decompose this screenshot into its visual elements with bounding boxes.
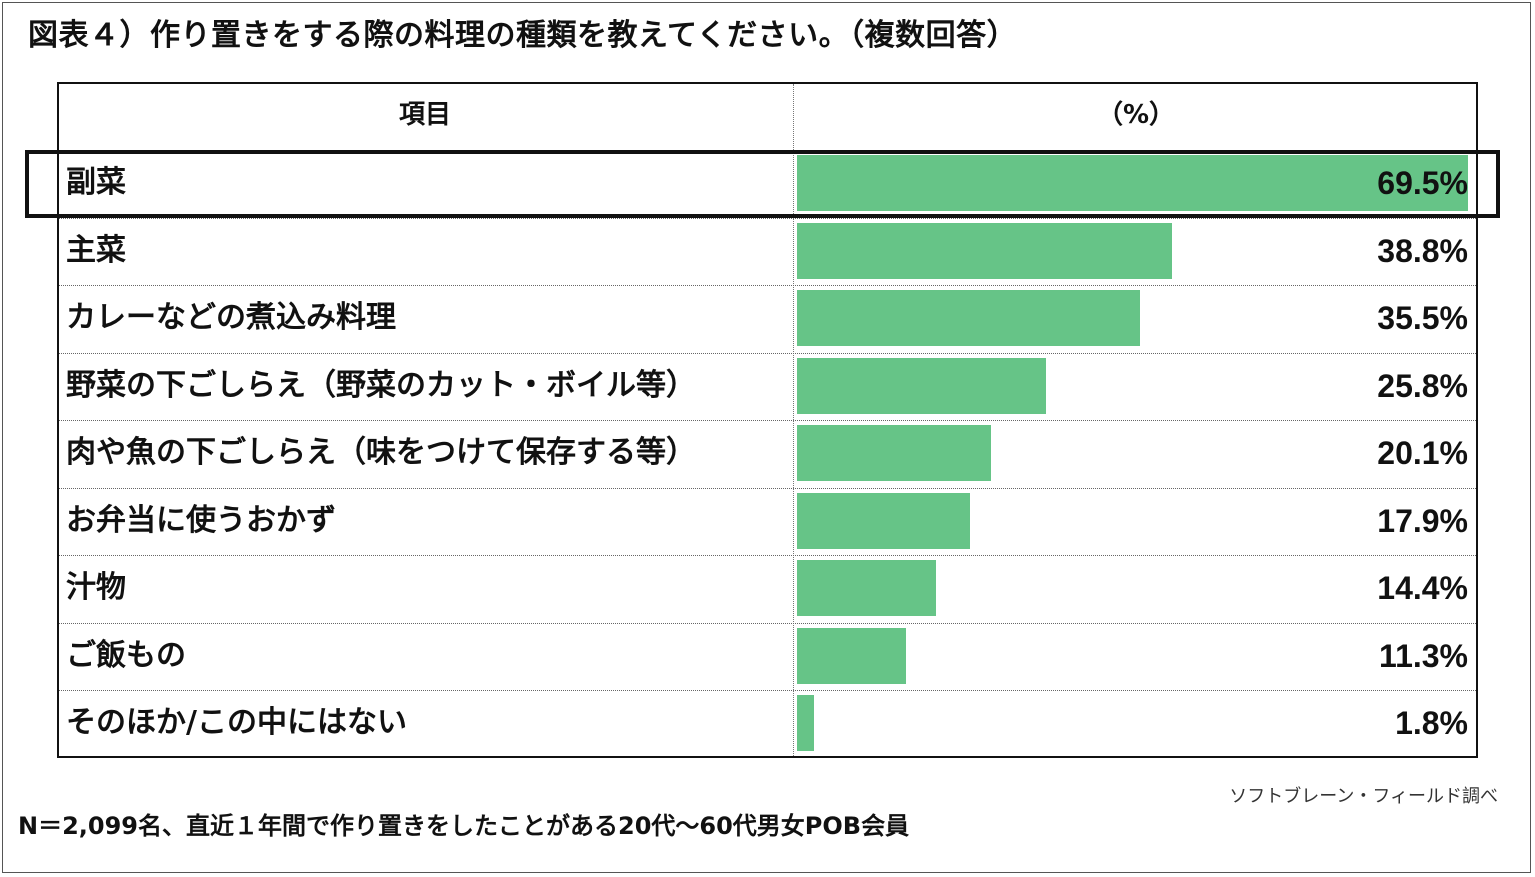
- value-label: 38.8%: [1377, 232, 1468, 269]
- category-label: そのほか/この中にはない: [66, 705, 407, 740]
- row-divider: [59, 352, 1476, 354]
- value-label: 14.4%: [1377, 570, 1468, 606]
- value-label: 17.9%: [1377, 502, 1468, 539]
- row-divider: [59, 217, 1476, 219]
- row-divider: [59, 487, 1476, 489]
- value-label: 20.1%: [1377, 435, 1468, 471]
- bar: [797, 695, 815, 751]
- chart-table: [57, 82, 1478, 758]
- value-label: 35.5%: [1377, 300, 1468, 336]
- bar: [797, 492, 970, 549]
- category-label: カレーなどの煮込み料理: [66, 300, 396, 335]
- category-label: お弁当に使うおかず: [66, 502, 336, 538]
- bar: [797, 425, 992, 481]
- row-divider: [59, 285, 1476, 286]
- bar: [797, 290, 1140, 346]
- row-divider: [59, 420, 1476, 421]
- category-label: 肉や魚の下ごしらえ（味をつけて保存する等）: [66, 435, 696, 470]
- row-divider: [59, 555, 1476, 556]
- bar: [797, 222, 1172, 279]
- header-item-column: 項目: [398, 100, 451, 130]
- category-label: 副菜: [66, 165, 126, 200]
- row-divider: [59, 622, 1476, 624]
- value-label: 1.8%: [1395, 705, 1468, 741]
- row-divider: [59, 690, 1476, 691]
- sample-footnote: N＝2,099名、直近１年間で作り置きをしたことがある20代～60代男女POB会…: [18, 812, 910, 840]
- source-note: ソフトブレーン・フィールド調べ: [1229, 786, 1498, 807]
- bar: [797, 155, 1468, 211]
- header-percent-column: （%）: [1096, 100, 1176, 130]
- category-label: 汁物: [66, 570, 126, 605]
- bar: [797, 357, 1047, 414]
- value-label: 69.5%: [1377, 165, 1468, 201]
- category-label: ご飯もの: [66, 637, 186, 673]
- value-label: 11.3%: [1379, 637, 1468, 674]
- category-label: 野菜の下ごしらえ（野菜のカット・ボイル等）: [66, 367, 696, 403]
- chart-title: 図表４）作り置きをする際の料理の種類を教えてください。（複数回答）: [28, 18, 1018, 53]
- bar: [797, 627, 907, 684]
- category-label: 主菜: [66, 232, 126, 268]
- highlight-box: [25, 150, 1500, 218]
- bar: [797, 560, 937, 616]
- value-label: 25.8%: [1377, 367, 1468, 404]
